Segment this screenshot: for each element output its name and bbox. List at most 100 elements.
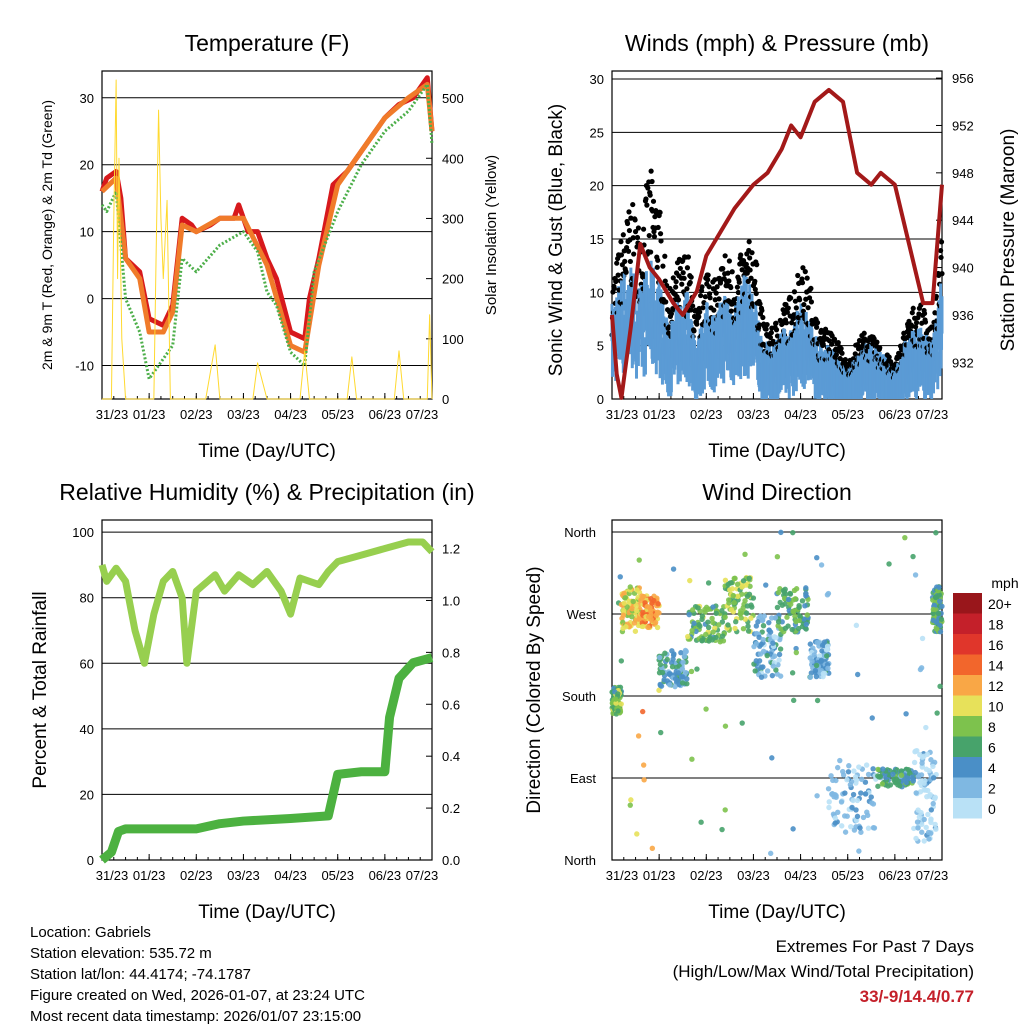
direction-point [832,815,838,821]
y2-tick-label: 100 [442,332,464,347]
direction-point [910,778,917,784]
y-axis-label: 2m & 9m T (Red, Orange) & 2m Td (Green) [39,100,55,370]
gust-point [652,214,658,220]
direction-point [818,657,825,663]
gust-point [752,278,758,284]
gust-point [684,265,691,271]
series-2m-td [100,82,434,381]
gust-point [614,260,620,266]
gust-point [707,295,713,301]
direction-point [928,817,934,823]
direction-point [773,634,779,641]
gust-point [939,271,945,277]
series-9m-t [100,81,435,355]
legend-label: 18 [988,617,1004,633]
direction-point [680,659,686,665]
direction-point [880,766,886,772]
direction-point [778,529,784,536]
direction-point [839,823,845,829]
direction-point [698,819,704,825]
direction-point [790,608,796,615]
direction-point [640,762,647,768]
direction-point [778,626,784,632]
gust-point [673,284,679,290]
direction-point [933,594,939,600]
direction-point [813,673,820,680]
direction-point [627,802,633,808]
direction-point [740,626,747,632]
direction-point [649,600,655,607]
direction-point [820,670,827,677]
y-tick-label: 20 [80,158,94,173]
x-tick-label: 04/23 [274,868,307,883]
direction-point [804,612,810,618]
direction-point [760,622,767,629]
y-tick-label: West [567,607,597,622]
y-tick-label: 0 [597,392,604,407]
direction-point [790,697,797,704]
gust-point [800,308,807,314]
direction-point [851,768,857,774]
gust-point [871,336,877,342]
direction-point [862,791,869,797]
y2-tick-label: 0.4 [442,749,460,764]
direction-point [848,823,854,830]
gust-point [747,255,753,261]
gust-point [647,192,653,198]
direction-point [755,619,761,625]
extremes-box: Extremes For Past 7 Days (High/Low/Max W… [673,934,974,1009]
gust-point [698,292,704,299]
direction-point [924,793,930,800]
gust-point [720,266,726,272]
gust-point [748,275,754,281]
gust-point [649,178,655,185]
direction-point [682,669,689,676]
direction-point [773,667,779,673]
direction-point [823,647,830,653]
direction-point [710,619,716,626]
gust-point [694,321,700,327]
direction-point [689,756,695,762]
direction-point [623,624,629,630]
gust-point [618,239,624,245]
gust-point [767,334,774,341]
direction-point [919,760,925,766]
gust-point [679,281,685,287]
direction-point [930,763,936,770]
direction-point [785,623,791,629]
x-tick-label: 31/23 [606,868,639,883]
y2-tick-label: 948 [952,166,974,181]
x-tick-label: 02/23 [690,868,723,883]
direction-point [733,619,739,625]
x-tick-label: 31/23 [606,407,639,422]
y2-tick-label: 400 [442,151,464,166]
direction-point [622,595,628,601]
gust-point [734,284,741,290]
gust-point [699,284,705,290]
direction-point [749,604,755,610]
direction-point [689,627,695,634]
gust-point [736,279,742,285]
direction-point [905,775,911,781]
direction-point [923,824,929,831]
direction-point [921,816,927,823]
series-solar [102,79,433,400]
x-tick-label: 31/23 [96,407,129,422]
direction-point [639,708,646,715]
direction-point [634,831,640,837]
direction-point [710,604,716,610]
direction-point [875,783,881,789]
legend-label: 12 [988,678,1004,694]
direction-point [633,607,640,614]
gust-point [700,305,706,311]
gust-point [611,285,617,292]
direction-point [854,813,861,820]
y-tick-label: 60 [80,656,94,671]
gust-point [747,267,753,273]
direction-point [787,591,794,597]
precip-line [99,653,434,864]
y2-tick-label: 300 [442,211,464,226]
gust-point [655,224,661,231]
direction-point [750,595,757,601]
direction-point [819,642,826,649]
